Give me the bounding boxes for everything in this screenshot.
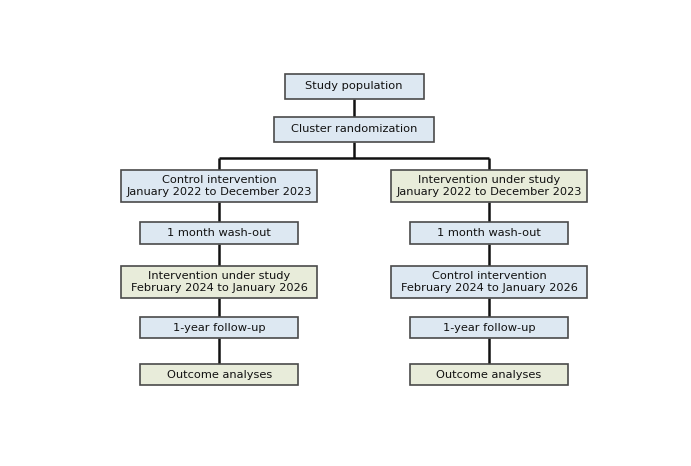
Text: 1 month wash-out: 1 month wash-out [437, 228, 541, 238]
Text: Control intervention
January 2022 to December 2023: Control intervention January 2022 to Dec… [126, 175, 312, 197]
Text: 1 month wash-out: 1 month wash-out [167, 228, 271, 238]
Text: Control intervention
February 2024 to January 2026: Control intervention February 2024 to Ja… [401, 271, 578, 293]
FancyBboxPatch shape [274, 116, 435, 143]
Text: 1-year follow-up: 1-year follow-up [173, 322, 265, 333]
Text: Intervention under study
January 2022 to December 2023: Intervention under study January 2022 to… [397, 175, 582, 197]
FancyBboxPatch shape [410, 364, 568, 385]
FancyBboxPatch shape [140, 317, 299, 338]
Text: Intervention under study
February 2024 to January 2026: Intervention under study February 2024 t… [131, 271, 307, 293]
Text: Outcome analyses: Outcome analyses [437, 370, 542, 379]
Text: 1-year follow-up: 1-year follow-up [443, 322, 536, 333]
Text: Study population: Study population [305, 82, 403, 91]
FancyBboxPatch shape [140, 222, 299, 244]
FancyBboxPatch shape [391, 266, 587, 298]
FancyBboxPatch shape [140, 364, 299, 385]
Text: Outcome analyses: Outcome analyses [167, 370, 272, 379]
FancyBboxPatch shape [410, 317, 568, 338]
FancyBboxPatch shape [410, 222, 568, 244]
FancyBboxPatch shape [122, 266, 317, 298]
FancyBboxPatch shape [391, 170, 587, 202]
FancyBboxPatch shape [122, 170, 317, 202]
FancyBboxPatch shape [285, 74, 424, 99]
Text: Cluster randomization: Cluster randomization [291, 124, 417, 135]
